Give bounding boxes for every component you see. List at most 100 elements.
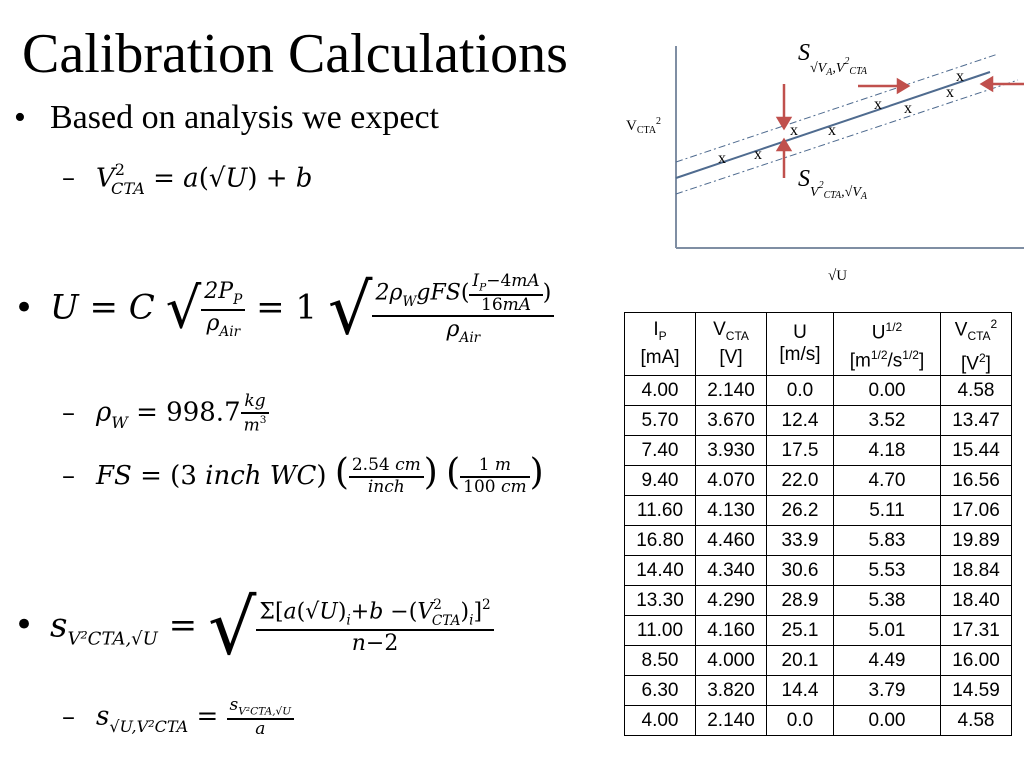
table-cell: 16.80 (624, 525, 696, 557)
table-cell: 13.47 (940, 405, 1012, 437)
table-cell: 18.40 (940, 585, 1012, 617)
table-row: 4.00 2.140 0.0 0.00 4.58 (624, 375, 1012, 407)
header-voltage-squared: VCTA2 [V2] (940, 311, 1012, 377)
bottom-error-label: SV2CTA,√VA (798, 166, 868, 202)
header-voltage: VCTA [V] (695, 311, 767, 377)
table-cell: 5.70 (624, 405, 696, 437)
table-cell: 3.670 (695, 405, 767, 437)
error-arrows (775, 75, 1024, 178)
slide-title: Calibration Calculations (22, 23, 568, 85)
table-cell: 0.0 (766, 705, 834, 737)
table-cell: 4.70 (833, 465, 941, 497)
table-cell: 15.44 (940, 435, 1012, 467)
bullet-expectation-text: Based on analysis we expect (50, 99, 439, 136)
table-body: 4.00 2.140 0.0 0.00 4.58 5.70 3.670 12.4 3.52 13.… (624, 375, 1012, 737)
table-cell: 0.00 (833, 705, 941, 737)
table-cell: 5.01 (833, 615, 941, 647)
table-row: 16.80 4.460 33.9 5.83 19.89 (624, 525, 1012, 557)
table-cell: 3.52 (833, 405, 941, 437)
table-header-row: IP [mA] VCTA [V] U [m/s] U1/2 [m1/2/s1/2… (624, 311, 1012, 377)
table-cell: 4.130 (695, 495, 767, 527)
table-row: 7.40 3.930 17.5 4.18 15.44 (624, 435, 1012, 467)
table-row: 14.40 4.340 30.6 5.53 18.84 (624, 555, 1012, 587)
calibration-fit-diagram: x x x x x x x x VCTA2 √U S√VA,V2CTA SV2C… (626, 40, 1024, 284)
lower-band (675, 79, 1019, 195)
table-cell: 4.160 (695, 615, 767, 647)
bullet-velocity-equation: • U = C √ 2PP ρAir = 1 √ 2ρWgFS(IP−4mA 16mA) ρ… (14, 271, 555, 347)
sub-bullet-inverse-error: – s√U,V²CTA = sV²CTA,√U a (62, 695, 295, 739)
table-cell: 4.00 (624, 375, 696, 407)
header-velocity: U [m/s] (766, 311, 834, 377)
table-cell: 4.000 (695, 645, 767, 677)
table-row: 5.70 3.670 12.4 3.52 13.47 (624, 405, 1012, 437)
table-cell: 4.58 (940, 375, 1012, 407)
table-cell: 28.9 (766, 585, 834, 617)
table-cell: 9.40 (624, 465, 696, 497)
table-cell: 4.070 (695, 465, 767, 497)
table-cell: 0.0 (766, 375, 834, 407)
table-cell: 3.930 (695, 435, 767, 467)
data-point-marker: x (946, 84, 954, 101)
top-error-label: S√VA,V2CTA (798, 40, 868, 78)
table-row: 4.00 2.140 0.0 0.00 4.58 (624, 705, 1012, 737)
table-cell: 4.18 (833, 435, 941, 467)
data-point-marker: x (956, 68, 964, 85)
table-cell: 20.1 (766, 645, 834, 677)
table-cell: 2.140 (695, 705, 767, 737)
table-cell: 6.30 (624, 675, 696, 707)
table-cell: 3.79 (833, 675, 941, 707)
sub-bullet-full-scale: – FS = (3 inch WC) (2.54 cm inch) (1 m 100 … (62, 452, 544, 497)
table-cell: 4.290 (695, 585, 767, 617)
table-cell: 17.5 (766, 435, 834, 467)
table-cell: 17.31 (940, 615, 1012, 647)
y-axis-label: VCTA2 (626, 116, 661, 136)
table-cell: 5.53 (833, 555, 941, 587)
table-cell: 4.58 (940, 705, 1012, 737)
table-cell: 2.140 (695, 375, 767, 407)
table-cell: 13.30 (624, 585, 696, 617)
table-cell: 4.00 (624, 705, 696, 737)
data-point-marker: x (874, 96, 882, 113)
sub-bullet-water-density: – ρW = 998.7 kg m3 (62, 391, 270, 435)
upper-band (675, 53, 999, 163)
table-cell: 30.6 (766, 555, 834, 587)
data-points: x x x x x x x x (718, 68, 964, 167)
table-cell: 22.0 (766, 465, 834, 497)
table-row: 13.30 4.290 28.9 5.38 18.40 (624, 585, 1012, 617)
table-cell: 0.00 (833, 375, 941, 407)
table-row: 11.00 4.160 25.1 5.01 17.31 (624, 615, 1012, 647)
bullet-dot: • (14, 99, 26, 136)
table-cell: 4.460 (695, 525, 767, 557)
data-point-marker: x (904, 100, 912, 117)
table-cell: 14.4 (766, 675, 834, 707)
table-row: 8.50 4.000 20.1 4.49 16.00 (624, 645, 1012, 677)
table-cell: 25.1 (766, 615, 834, 647)
data-point-marker: x (828, 122, 836, 139)
header-sqrt-velocity: U1/2 [m1/2/s1/2] (833, 311, 941, 377)
table-cell: 3.820 (695, 675, 767, 707)
data-point-marker: x (754, 146, 762, 163)
table-cell: 18.84 (940, 555, 1012, 587)
table-cell: 4.340 (695, 555, 767, 587)
table-cell: 14.59 (940, 675, 1012, 707)
table-cell: 8.50 (624, 645, 696, 677)
header-current: IP [mA] (624, 311, 696, 377)
fit-line (675, 71, 991, 179)
data-point-marker: x (790, 122, 798, 139)
table-row: 9.40 4.070 22.0 4.70 16.56 (624, 465, 1012, 497)
table-cell: 14.40 (624, 555, 696, 587)
bullet-standard-error: • sV²CTA,√U = √ Σ[a(√U)i+b −(V2CTA)i]2 n−2 (14, 589, 494, 665)
table-cell: 7.40 (624, 435, 696, 467)
table-cell: 5.38 (833, 585, 941, 617)
x-axis-label: √U (828, 268, 847, 284)
table-cell: 5.83 (833, 525, 941, 557)
table-cell: 33.9 (766, 525, 834, 557)
table-row: 6.30 3.820 14.4 3.79 14.59 (624, 675, 1012, 707)
table-cell: 11.60 (624, 495, 696, 527)
table-cell: 16.00 (940, 645, 1012, 677)
bullet-expectation: • Based on analysis we expect (14, 98, 439, 138)
sub-bullet-linear-model: – V2CTA = a(√U) + b (62, 160, 313, 198)
table-cell: 12.4 (766, 405, 834, 437)
table-cell: 11.00 (624, 615, 696, 647)
table-cell: 16.56 (940, 465, 1012, 497)
